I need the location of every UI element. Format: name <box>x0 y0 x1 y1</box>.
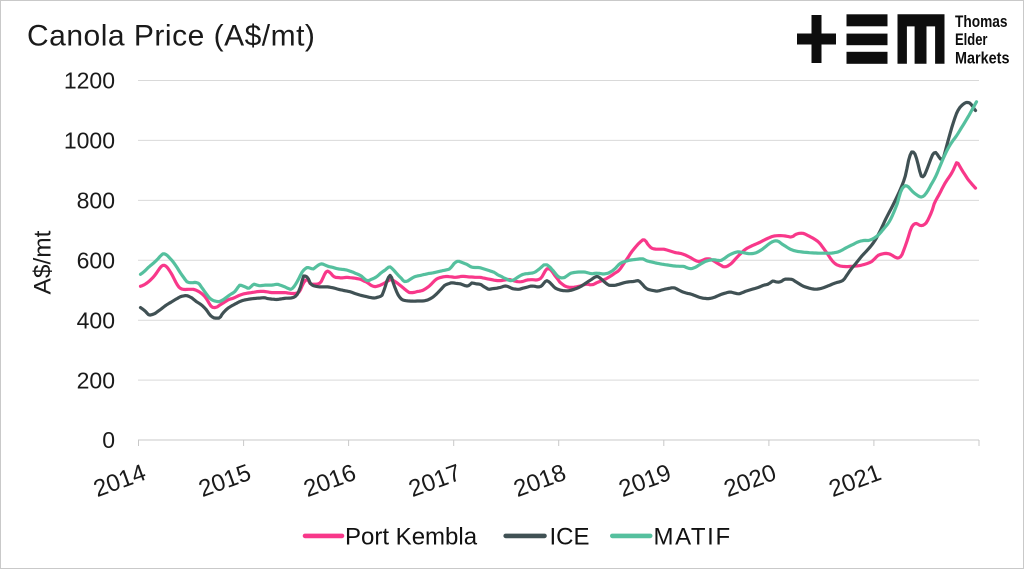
svg-text:ICE: ICE <box>550 524 590 551</box>
svg-text:800: 800 <box>77 188 115 214</box>
svg-text:2015: 2015 <box>195 459 254 503</box>
svg-text:Thomas: Thomas <box>955 12 1008 31</box>
svg-text:2018: 2018 <box>510 459 569 503</box>
svg-text:MATIF: MATIF <box>654 524 732 551</box>
svg-text:Canola Price (A$/mt): Canola Price (A$/mt) <box>27 20 315 53</box>
svg-text:400: 400 <box>77 307 115 333</box>
svg-text:1000: 1000 <box>64 128 115 154</box>
svg-text:600: 600 <box>77 248 115 274</box>
svg-text:A$/mt: A$/mt <box>30 230 57 294</box>
svg-text:2016: 2016 <box>300 459 359 503</box>
svg-text:0: 0 <box>102 427 115 453</box>
svg-text:Elder: Elder <box>955 30 988 49</box>
svg-text:2014: 2014 <box>90 459 149 503</box>
svg-text:1200: 1200 <box>64 68 115 94</box>
svg-text:2020: 2020 <box>720 459 779 503</box>
svg-text:2017: 2017 <box>405 459 464 503</box>
svg-text:2019: 2019 <box>615 459 674 503</box>
svg-text:Port Kembla: Port Kembla <box>345 524 478 551</box>
svg-text:2021: 2021 <box>825 459 884 503</box>
svg-text:200: 200 <box>77 367 115 393</box>
svg-text:Markets: Markets <box>955 48 1010 67</box>
